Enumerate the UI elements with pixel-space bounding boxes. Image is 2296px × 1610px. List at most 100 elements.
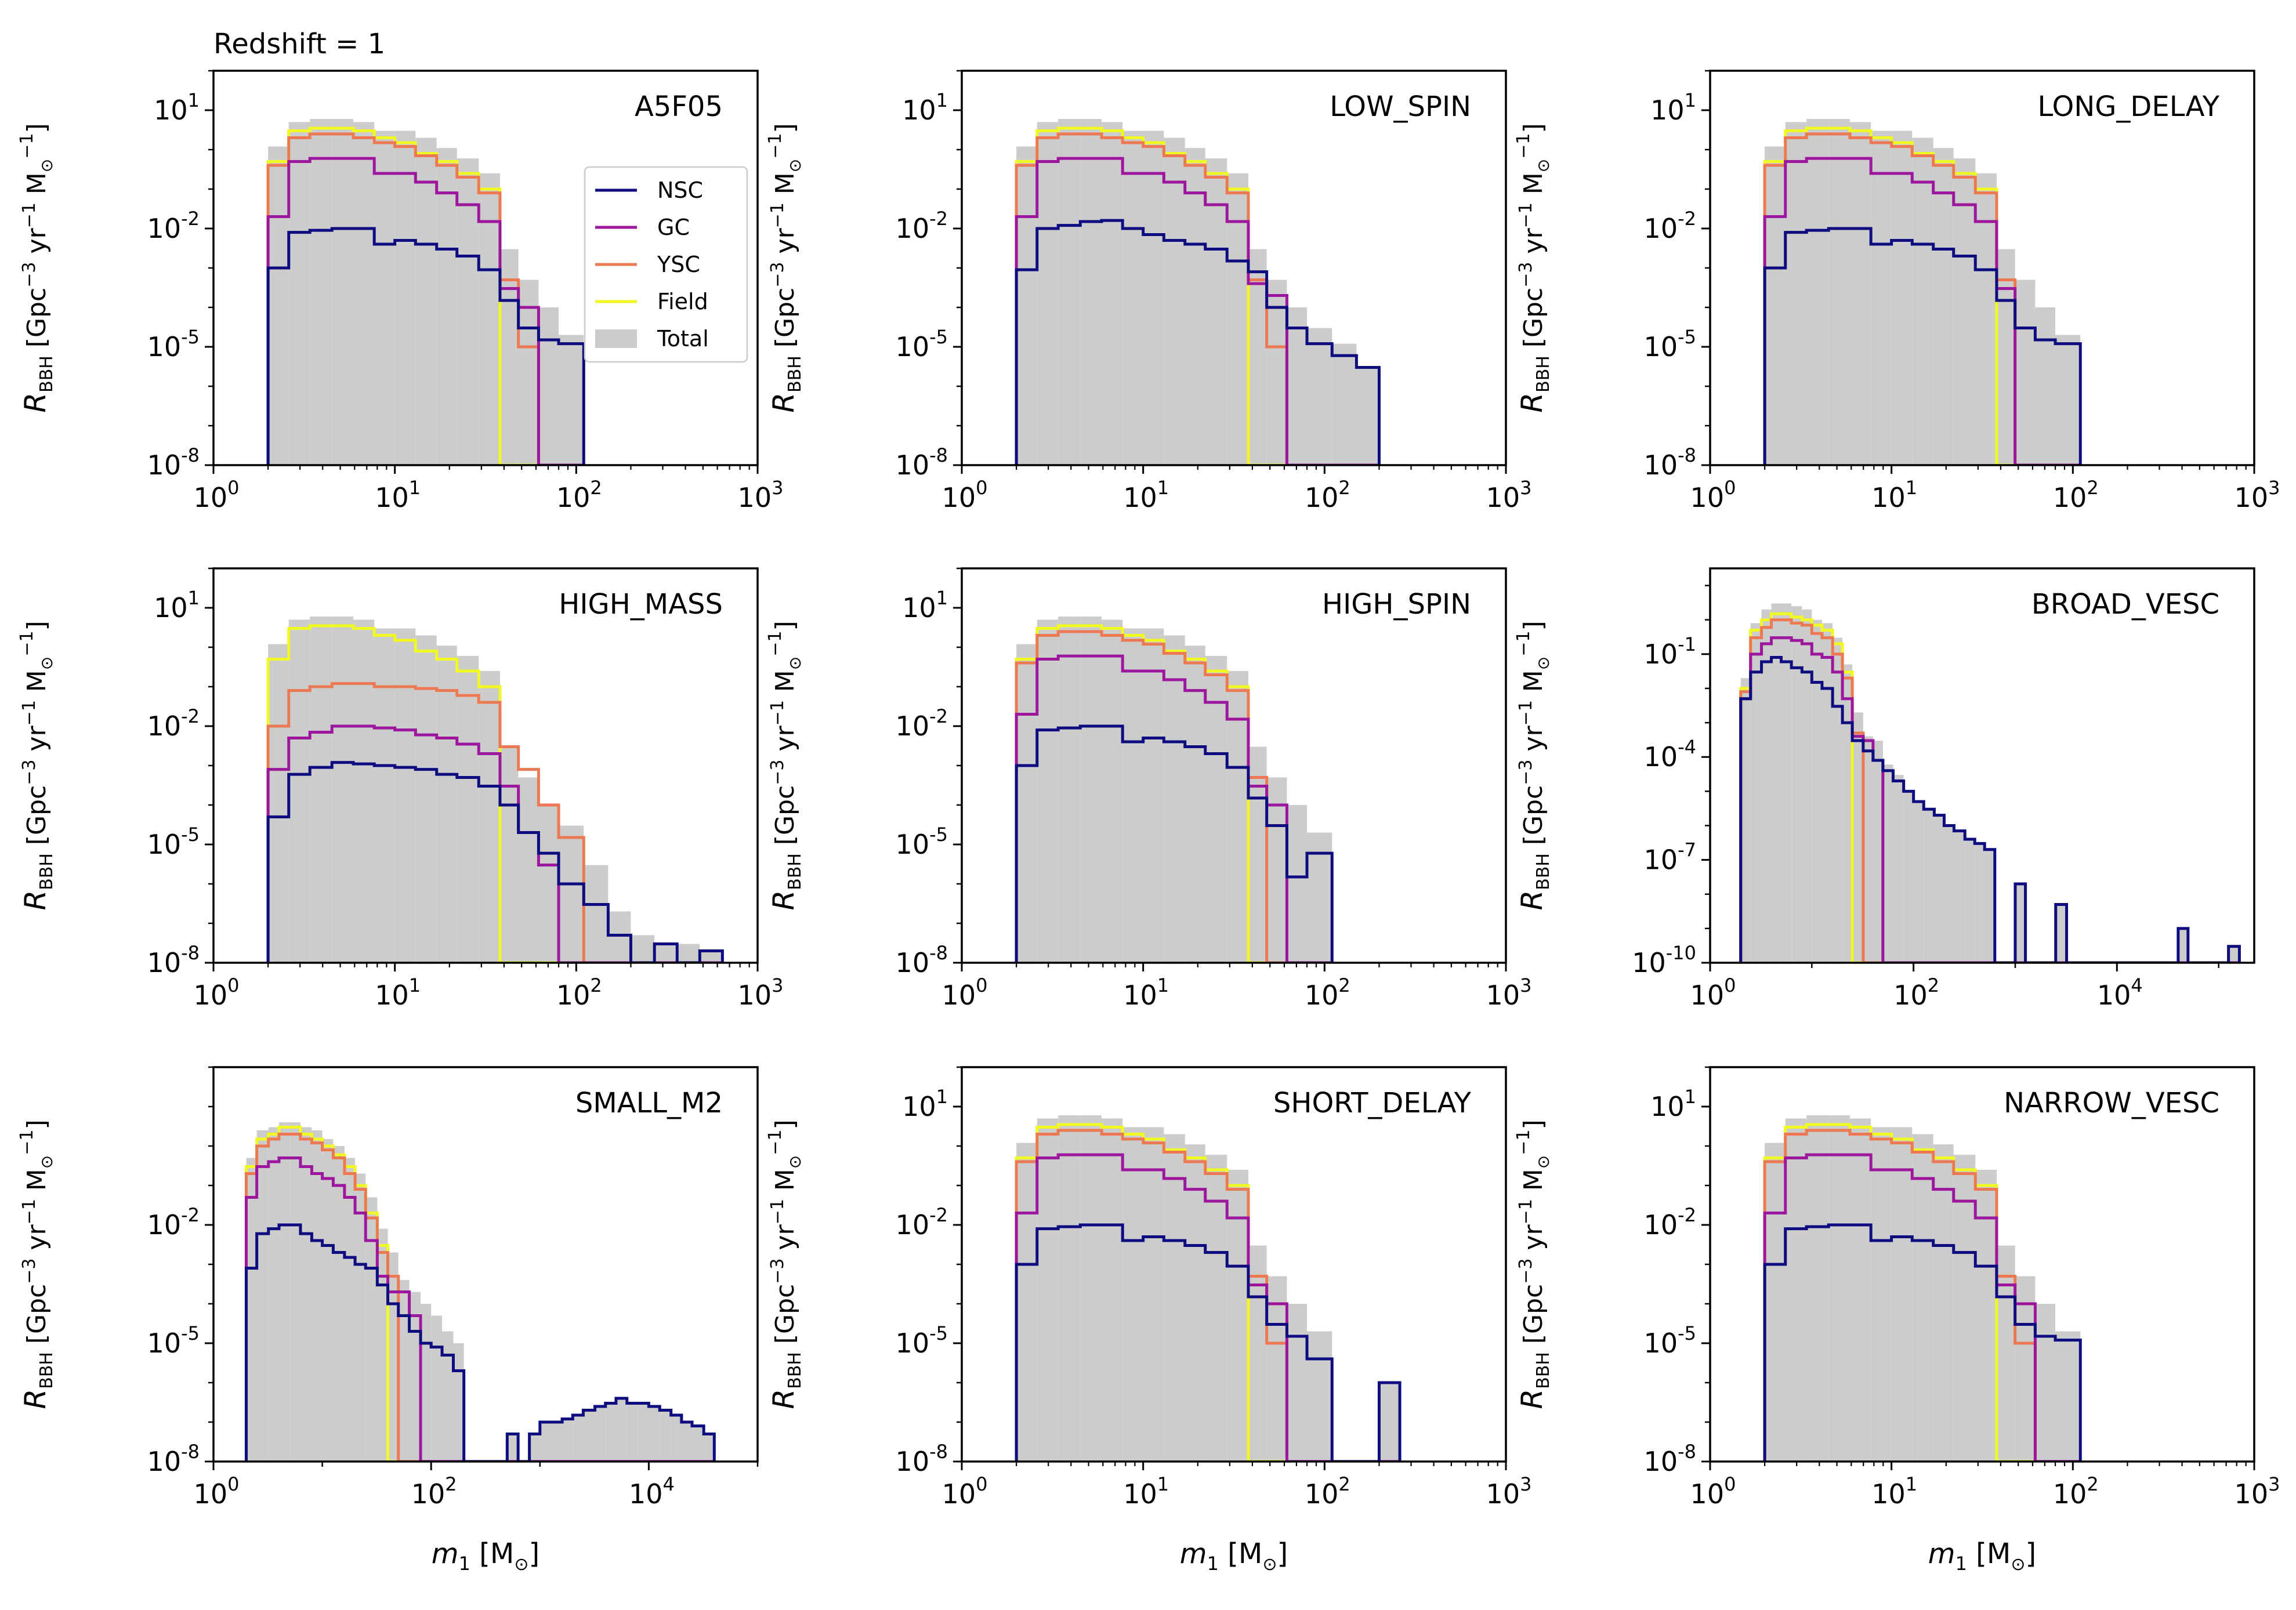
bar-total: [1185, 1144, 1205, 1462]
y-tick-label-part: -2: [181, 705, 200, 727]
y-tick-label-part: 1: [936, 1086, 948, 1108]
panel-title-part: LOW_SPIN: [1330, 90, 1471, 123]
x-tick-label-part: 10: [2097, 980, 2131, 1011]
y-axis-label-part: yr: [22, 228, 52, 262]
bar-total: [1882, 764, 1893, 963]
x-tick-label-part: 2: [1338, 974, 1350, 996]
bar-total: [312, 1130, 323, 1462]
x-tick-label: 100: [194, 477, 240, 513]
series-field-line: [266, 126, 584, 465]
y-tick-label-part: -8: [181, 1441, 200, 1463]
y-axis-label-part: R: [19, 1389, 52, 1409]
bar-total: [288, 619, 310, 963]
y-tick-label-part: 10: [147, 449, 182, 481]
bar-total: [1871, 1127, 1892, 1462]
x-tick-label-part: 10: [629, 1478, 663, 1510]
x-tick-label-part: 10: [194, 980, 228, 1011]
bar-total: [1185, 148, 1205, 465]
series-gc-line: [1739, 636, 2240, 963]
bar-total: [353, 619, 375, 963]
y-axis-label-part: yr: [770, 1224, 800, 1259]
x-tick-label-part: 4: [662, 1473, 674, 1495]
x-tick-label: 100: [194, 1473, 240, 1510]
x-tick-label-part: 10: [2053, 482, 2087, 513]
bar-total: [365, 1197, 378, 1462]
bar-total: [1975, 843, 1985, 963]
bar-total: [268, 644, 289, 963]
y-tick-label-part: -8: [929, 1441, 948, 1463]
bar-total: [457, 656, 479, 963]
legend-label: Total: [657, 326, 709, 351]
bar-total: [1287, 307, 1308, 465]
bar-total: [479, 670, 500, 963]
bar-total: [1903, 791, 1914, 963]
y-tick-label-part: -7: [1678, 839, 1696, 861]
plot-area: [1763, 119, 2082, 465]
x-tick-label: 104: [629, 1473, 675, 1510]
x-tick-label: 101: [1871, 477, 1917, 513]
y-tick-label-part: 10: [1644, 1328, 1678, 1359]
y-tick-label-part: 10: [896, 947, 930, 978]
x-tick-label: 101: [1123, 1473, 1169, 1510]
y-tick-label-part: -5: [181, 326, 200, 348]
y-tick-label-part: -2: [1678, 1204, 1696, 1226]
y-axis-label-part: BBH: [1533, 1352, 1553, 1389]
y-tick-label-part: 10: [1644, 741, 1678, 773]
x-tick-label-part: 10: [942, 482, 976, 513]
y-tick-label-part: 10: [896, 213, 930, 244]
y-axis-label-part: BBH: [1533, 853, 1553, 890]
bar-total: [1765, 1143, 1786, 1462]
x-tick-label: 102: [2053, 1473, 2099, 1510]
y-tick-label: 10-5: [147, 824, 200, 860]
series-field-line: [244, 1126, 715, 1462]
y-tick-label: 10-8: [147, 444, 200, 481]
x-tick-label-part: 3: [1520, 1473, 1531, 1495]
y-axis-label-part: −3: [767, 1259, 788, 1284]
y-tick-label: 10-2: [1644, 208, 1696, 244]
bar-total: [1227, 173, 1248, 465]
y-axis-label-part: −1: [765, 1130, 785, 1155]
bar-total: [1863, 736, 1873, 963]
y-tick-label-part: 10: [896, 829, 930, 860]
y-axis-label-part: M: [770, 172, 800, 202]
bar-total: [1984, 849, 1995, 963]
y-tick-label-part: -5: [1678, 1322, 1696, 1344]
bar-total: [1016, 644, 1037, 963]
series-nsc-line: [266, 227, 585, 465]
y-axis-label-part: [Gpc: [1519, 288, 1548, 356]
bar-total: [355, 1173, 366, 1462]
y-axis-label: RBBH [Gpc−3 yr−1 M⊙−1]: [17, 1119, 57, 1409]
y-tick-label-part: 10: [896, 1209, 930, 1241]
panel-title-part: SHORT_DELAY: [1273, 1087, 1472, 1119]
y-tick-label: 10-2: [147, 208, 200, 244]
bar-total: [1954, 831, 1965, 963]
y-axis-label-part: −1: [767, 202, 788, 228]
x-tick-label-part: 3: [2268, 1473, 2280, 1495]
y-axis-label-part: −1: [765, 631, 785, 657]
series-ysc-line: [244, 1133, 715, 1462]
x-tick-label: 100: [1690, 974, 1736, 1011]
x-tick-label-part: 2: [2087, 1473, 2098, 1495]
x-tick-label: 103: [2235, 1473, 2280, 1510]
bar-total: [2228, 946, 2240, 963]
bar-total: [288, 122, 310, 465]
x-tick-label: 100: [1690, 477, 1736, 513]
x-tick-label: 100: [942, 1473, 988, 1510]
bar-total: [246, 1158, 257, 1462]
x-tick-label: 100: [942, 477, 988, 513]
y-tick-label-part: 10: [896, 331, 930, 362]
x-tick-label-part: 2: [445, 1473, 457, 1495]
y-axis-label-part: −1: [767, 1199, 788, 1224]
bar-total: [1806, 119, 1829, 465]
y-tick-label: 101: [154, 587, 200, 623]
bar-total: [573, 1415, 584, 1462]
y-axis-label-part: −1: [1516, 202, 1536, 228]
y-tick-label-part: -8: [181, 942, 200, 964]
y-tick-label: 101: [154, 89, 200, 126]
y-axis-label-part: yr: [770, 726, 800, 760]
bar-total: [595, 1406, 606, 1462]
y-axis-label-part: ⊙: [1534, 1155, 1553, 1169]
